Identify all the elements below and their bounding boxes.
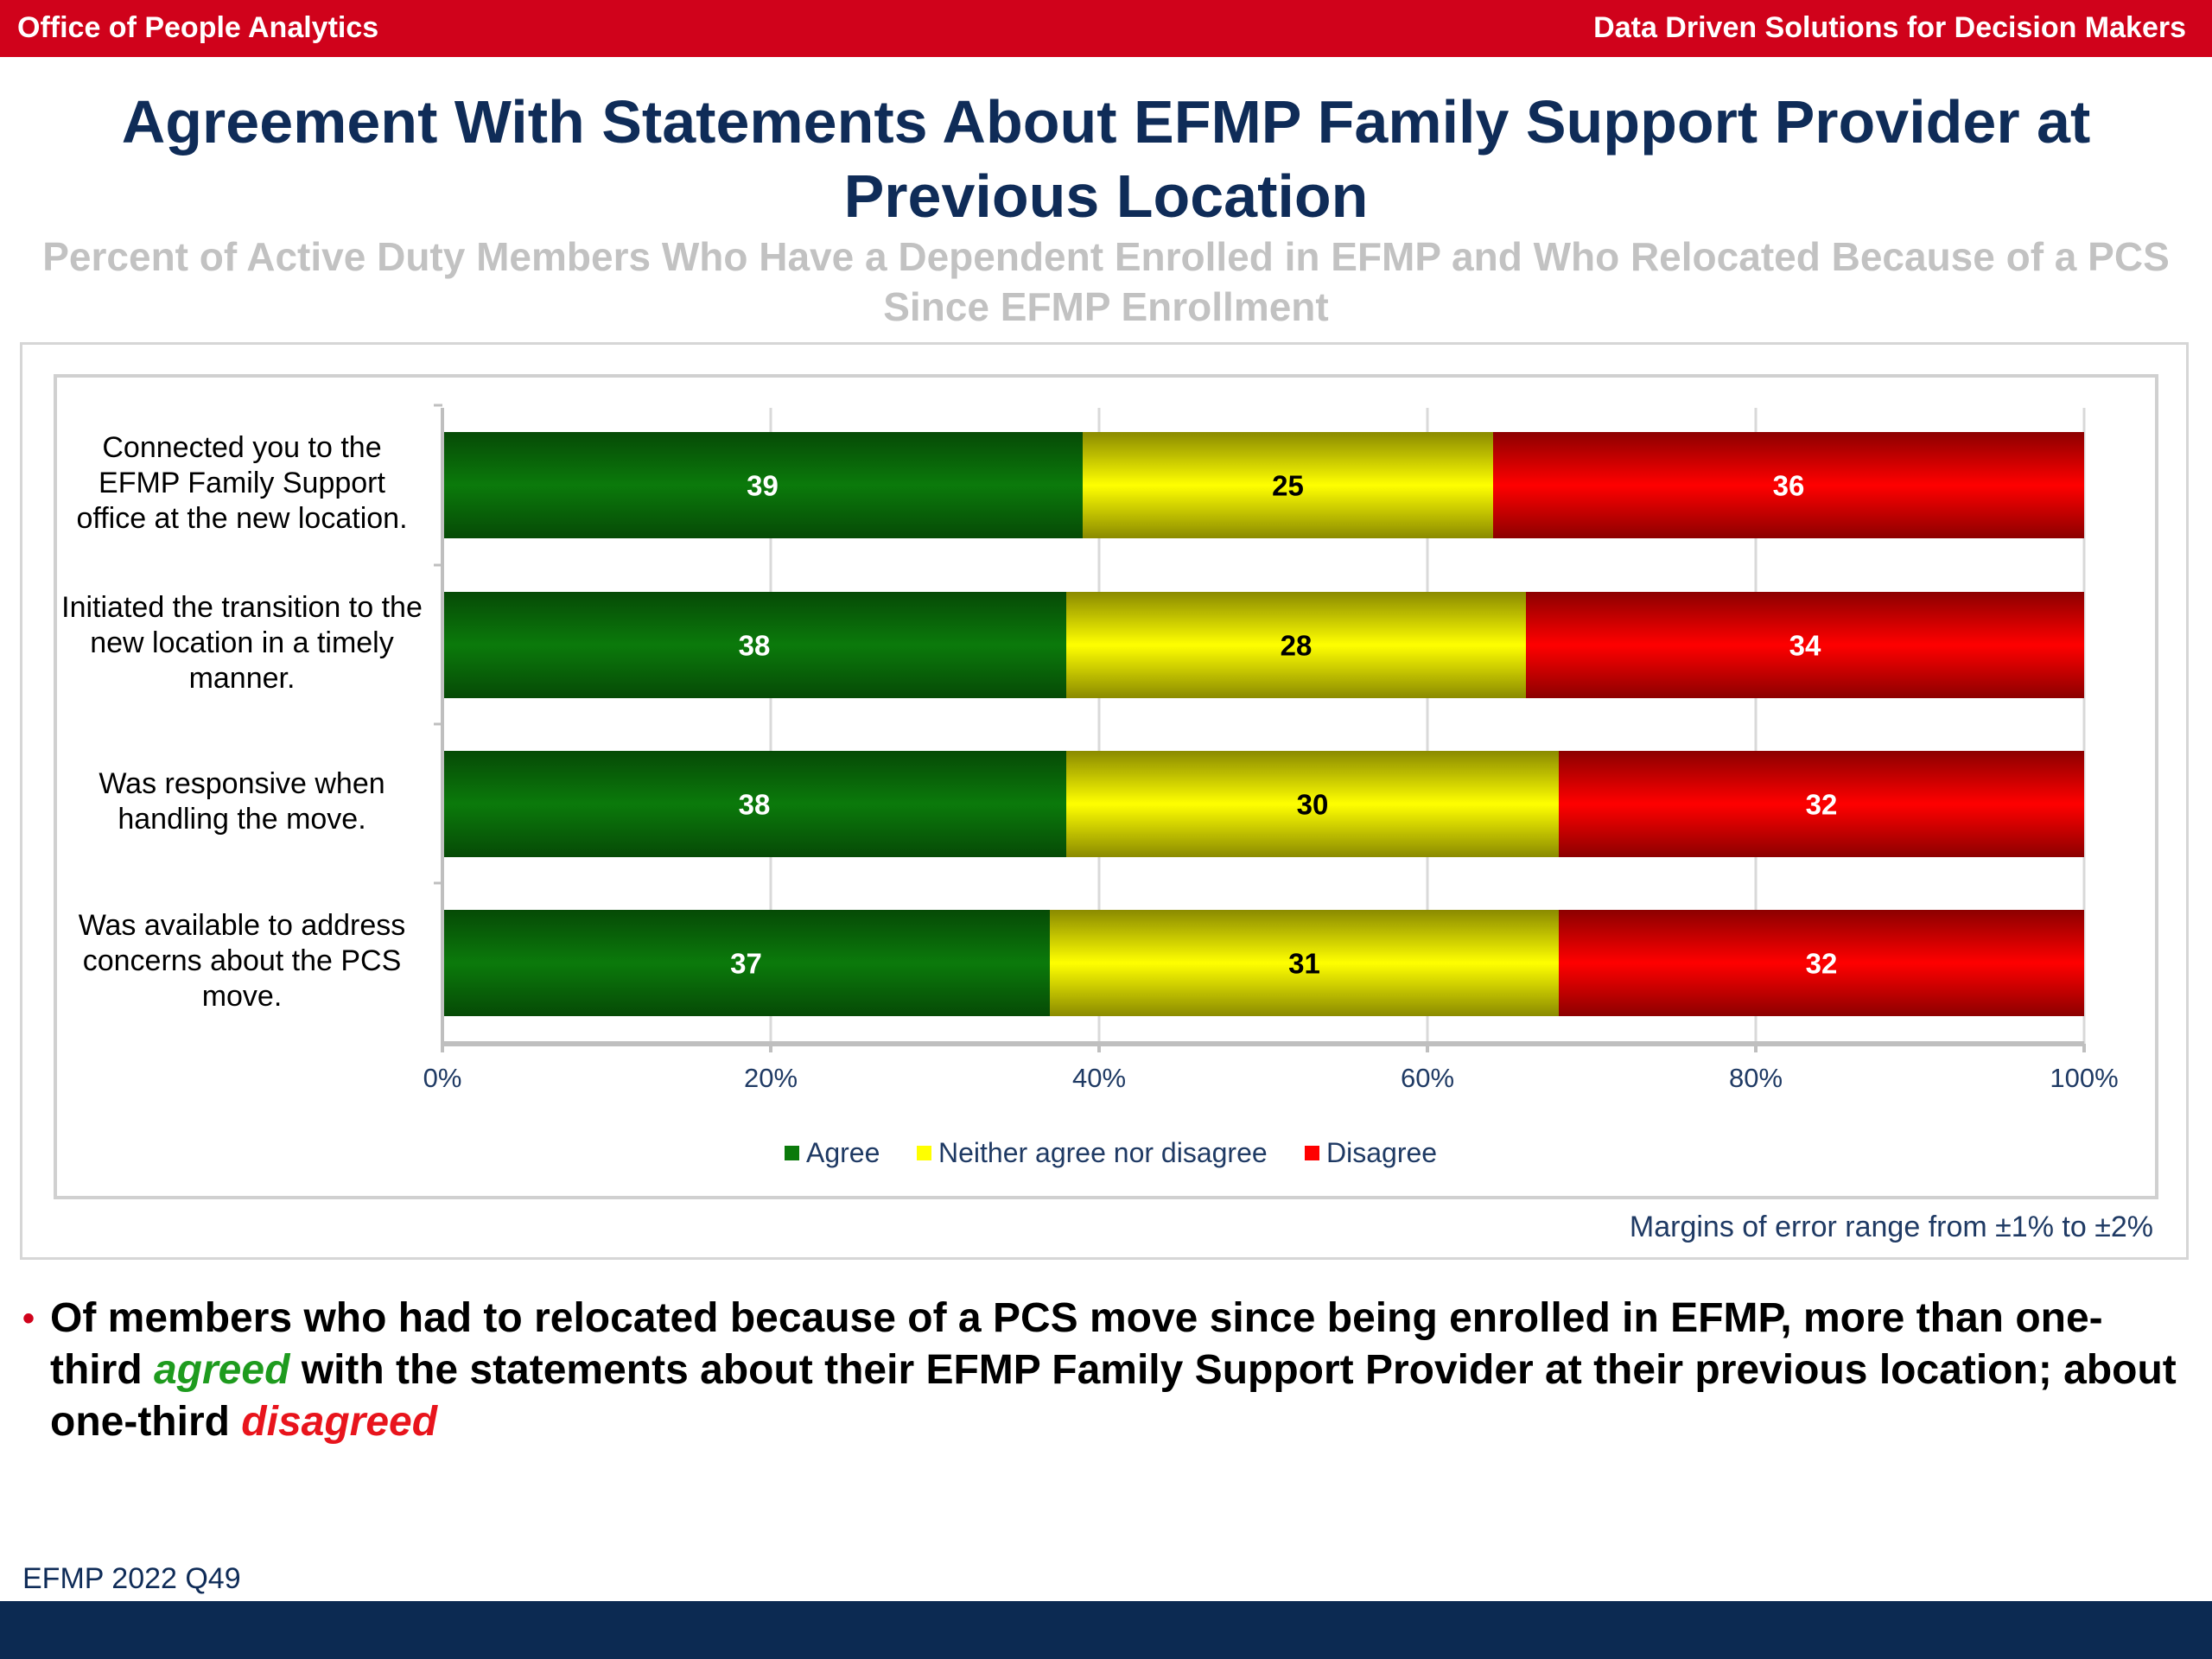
chart-inner-frame [54, 374, 2158, 1199]
data-label: 30 [1297, 789, 1329, 821]
bar-segment-agree [442, 910, 1050, 1016]
data-label: 37 [730, 948, 762, 980]
bar-segment-agree [442, 592, 1066, 698]
category-label: Connected you to the EFMP Family Support… [76, 431, 408, 535]
legend-label-neither: Neither agree nor disagree [938, 1137, 1268, 1168]
bar-segment-neither-agree-nor-disagree [1066, 592, 1526, 698]
x-tick-label: 60% [1401, 1063, 1454, 1093]
finding-part2: with the statements about their EFMP Fam… [50, 1347, 2177, 1445]
data-label: 38 [739, 789, 771, 821]
chart-outer-frame [20, 342, 2189, 1260]
legend-label-agree: Agree [806, 1137, 880, 1168]
header-org-name: Office of People Analytics [17, 11, 379, 44]
finding-agreed: agreed [153, 1347, 290, 1393]
data-label: 34 [1789, 630, 1821, 662]
data-label: 25 [1272, 470, 1304, 502]
finding-part1: Of members who had to relocated because … [50, 1295, 2103, 1393]
x-tick-label: 80% [1729, 1063, 1783, 1093]
bar-segment-disagree [1559, 910, 2084, 1016]
bar-segment-neither-agree-nor-disagree [1083, 432, 1493, 538]
bar-segment-agree [442, 751, 1066, 857]
key-finding: • Of members who had to relocated becaus… [22, 1293, 2183, 1448]
x-tick-label: 0% [423, 1063, 462, 1093]
x-tick-label: 40% [1072, 1063, 1126, 1093]
data-label: 32 [1806, 948, 1838, 980]
legend-item-disagree: Disagree [1305, 1137, 1437, 1169]
bar-segment-neither-agree-nor-disagree [1066, 751, 1559, 857]
data-label: 28 [1281, 630, 1313, 662]
finding-disagreed: disagreed [241, 1399, 438, 1445]
category-label: Was responsive when handling the move. [99, 767, 385, 836]
bar-segment-disagree [1526, 592, 2084, 698]
header-tagline: Data Driven Solutions for Decision Maker… [1593, 11, 2186, 44]
data-label: 36 [1773, 470, 1805, 502]
bar-segment-disagree [1559, 751, 2084, 857]
header-bar: Office of People Analytics Data Driven S… [0, 0, 2212, 57]
category-label: Initiated the transition to the new loca… [61, 591, 423, 695]
footer-bar [0, 1601, 2212, 1659]
data-label: 31 [1288, 948, 1320, 980]
legend-swatch-agree [785, 1146, 799, 1160]
data-label: 39 [747, 470, 779, 502]
key-finding-text: Of members who had to relocated because … [50, 1293, 2183, 1448]
x-tick-label: 100% [2050, 1063, 2118, 1093]
data-label: 32 [1806, 789, 1838, 821]
source-label: EFMP 2022 Q49 [22, 1562, 241, 1595]
bar-segment-disagree [1493, 432, 2084, 538]
legend-swatch-neither [917, 1146, 931, 1160]
page-title: Agreement With Statements About EFMP Fam… [121, 88, 2091, 230]
x-tick-label: 20% [744, 1063, 798, 1093]
legend-item-agree: Agree [785, 1137, 880, 1169]
legend-swatch-disagree [1305, 1146, 1319, 1160]
margin-of-error-note: Margins of error range from ±1% to ±2% [1629, 1211, 2153, 1243]
bullet-dot-icon: • [22, 1300, 35, 1338]
page-subtitle: Percent of Active Duty Members Who Have … [42, 234, 2170, 329]
legend-label-disagree: Disagree [1326, 1137, 1438, 1168]
chart-legend: Agree Neither agree nor disagree Disagre… [0, 1137, 2212, 1175]
category-label: Was available to address concerns about … [78, 909, 406, 1013]
legend-item-neither: Neither agree nor disagree [917, 1137, 1268, 1169]
data-label: 38 [739, 630, 771, 662]
bar-segment-agree [442, 432, 1083, 538]
bar-segment-neither-agree-nor-disagree [1050, 910, 1559, 1016]
